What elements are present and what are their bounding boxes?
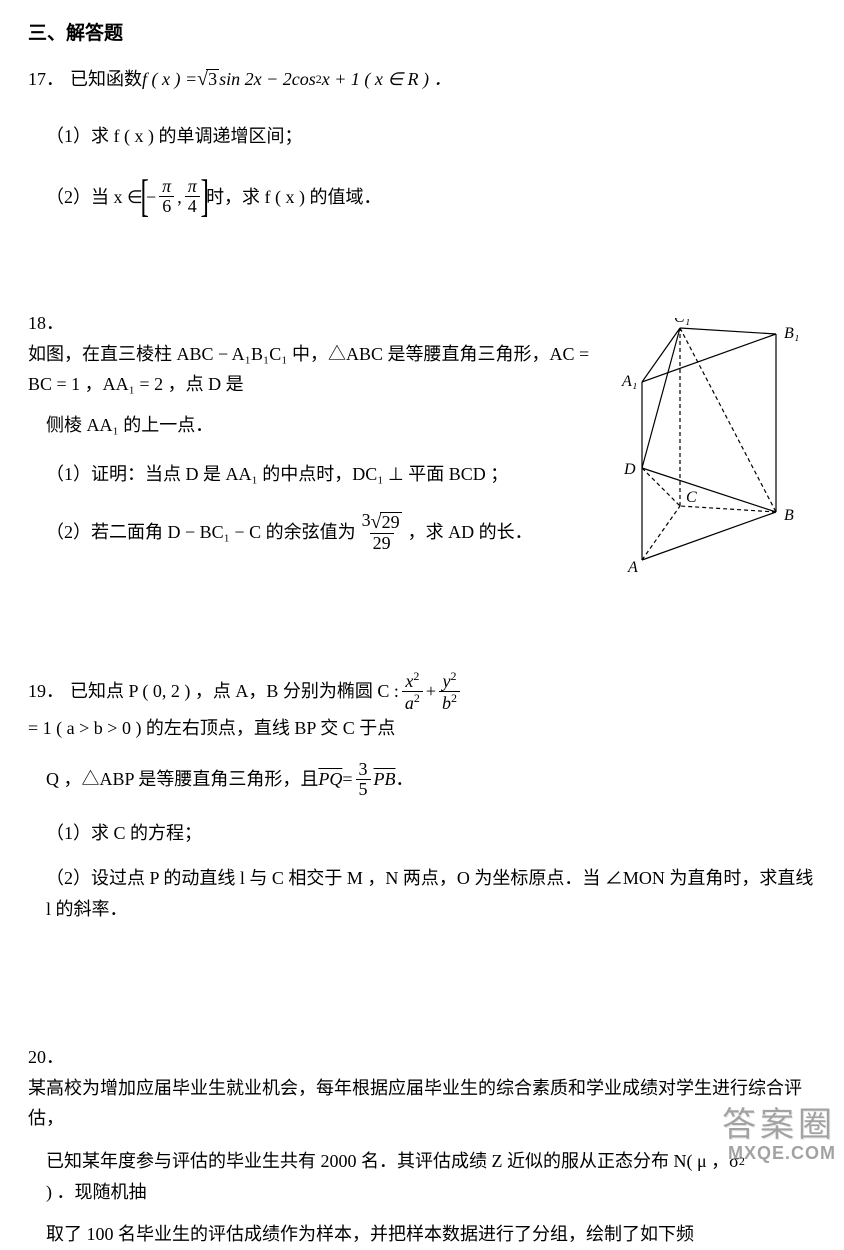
fraction: 3 5 [356,760,371,799]
text: = 1 ( a > b > 0 ) 的左右顶点，直线 BP 交 C 于点 [28,713,395,744]
prism-figure: A B C A₁ B₁ C₁ D [600,318,800,578]
bracket-right-icon: ] [200,178,208,215]
section-title: 三、解答题 [28,18,816,50]
text: 侧棱 AA₁ 的上一点． [46,410,213,441]
problem-number: 18． [28,308,64,339]
text: 已知点 P ( 0, 2 ) ，点 A，B 分别为椭圆 C : [70,676,399,707]
fraction: 3√29 29 [359,511,405,552]
fraction: π 4 [185,177,200,216]
problem-number: 20． [28,1042,64,1073]
sqrt-icon: √3 [197,69,219,90]
fraction: y2 b2 [439,670,460,713]
svg-text:D: D [623,461,636,478]
sup: 2 [739,1151,745,1171]
svg-text:A₁: A₁ [621,373,637,390]
vector: PB [374,764,396,795]
text: 如图，在直三棱柱 ABC − A₁B₁C₁ 中，△ABC 是等腰直角三角形，AC… [28,339,596,400]
fraction: π 6 [159,177,174,216]
subquestion-1: （1）求 C 的方程； [28,818,816,849]
subquestion-1: （1）求 f ( x ) 的单调递增区间； [28,121,816,152]
subquestion-2: （2）设过点 P 的动直线 l 与 C 相交于 M ，N 两点，O 为坐标原点．… [28,863,816,924]
text: 已知函数 [70,64,142,95]
text: 取了 100 名毕业生的评估成绩作为样本，并把样本数据进行了分组，绘制了如下频 [46,1219,694,1250]
problem-18: 18． 如图，在直三棱柱 ABC − A₁B₁C₁ 中，△ABC 是等腰直角三角… [28,308,816,578]
text: Q ，△ABP 是等腰直角三角形，且 [46,764,318,795]
math: f ( x ) = [142,64,197,95]
svg-text:B₁: B₁ [784,325,799,342]
svg-text:B: B [784,507,794,524]
text: ) ．现随机抽 [46,1177,147,1208]
problem-19: 19． 已知点 P ( 0, 2 ) ，点 A，B 分别为椭圆 C : x2 a… [28,670,816,924]
svg-text:C: C [686,489,697,506]
subquestion-2: （2）当 x ∈ [ − π 6 , π 4 ] 时，求 f ( x ) 的值域… [28,177,816,216]
problem-20: 20． 某高校为增加应届毕业生就业机会，每年根据应届毕业生的综合素质和学业成绩对… [28,1042,816,1250]
problem-number: 17． [28,64,64,95]
text: 某高校为增加应届毕业生就业机会，每年根据应届毕业生的综合素质和学业成绩对学生进行… [28,1073,816,1134]
svg-text:A: A [627,559,638,576]
math: sin 2x − 2cos [219,64,316,95]
vector: PQ [318,764,342,795]
fraction: x2 a2 [402,670,423,713]
problem-number: 19． [28,676,64,707]
bracket-left-icon: [ [140,178,148,215]
math: x + 1 ( x ∈ R ) ． [322,64,452,95]
problem-17: 17． 已知函数 f ( x ) = √3 sin 2x − 2cos2 x +… [28,64,816,216]
svg-text:C₁: C₁ [674,318,690,326]
